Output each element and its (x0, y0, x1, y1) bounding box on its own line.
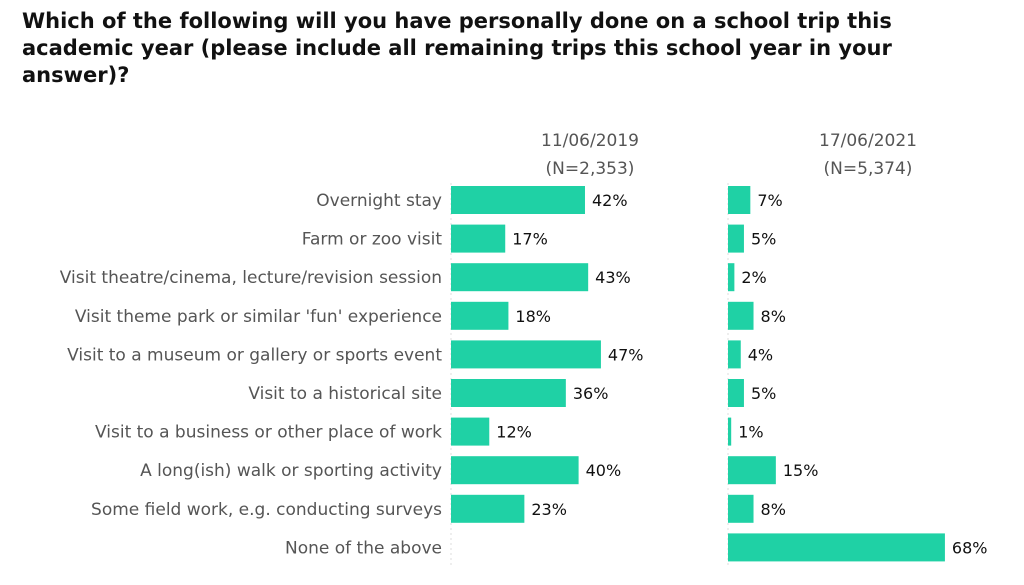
bar (728, 533, 945, 562)
bar (451, 224, 506, 253)
bar (728, 340, 741, 369)
data-label: 7% (757, 191, 782, 210)
chart-title: Which of the following will you have per… (22, 9, 892, 87)
category-label: Visit to a business or other place of wo… (95, 423, 442, 443)
data-label: 8% (761, 500, 786, 519)
category-label: A long(ish) walk or sporting activity (140, 461, 442, 481)
bar (728, 301, 754, 330)
data-label: 68% (952, 538, 988, 557)
category-label: Visit to a museum or gallery or sports e… (67, 345, 442, 365)
data-label: 40% (586, 461, 622, 480)
series-header: 11/06/2019 (541, 131, 639, 151)
data-label: 5% (751, 230, 776, 249)
bar (451, 301, 509, 330)
data-label: 23% (531, 500, 567, 519)
series-sample-size: (N=2,353) (546, 159, 635, 179)
bar (728, 417, 732, 446)
series-sample-size: (N=5,374) (824, 159, 913, 179)
data-label: 4% (748, 345, 773, 364)
bar (451, 494, 525, 523)
bar (451, 263, 589, 292)
data-label: 5% (751, 384, 776, 403)
data-label: 12% (496, 423, 532, 442)
series-header: 17/06/2021 (819, 131, 917, 151)
category-label: Visit theme park or similar 'fun' experi… (75, 307, 442, 327)
data-label: 36% (573, 384, 609, 403)
bar (451, 379, 566, 407)
bar (451, 340, 601, 369)
bar (728, 494, 754, 523)
bar (728, 186, 751, 214)
data-label: 47% (608, 345, 644, 364)
category-label: Visit theatre/cinema, lecture/revision s… (60, 268, 442, 288)
category-label: Some field work, e.g. conducting surveys (91, 500, 442, 520)
category-label: Visit to a historical site (248, 384, 442, 404)
data-label: 2% (741, 268, 766, 287)
bar (728, 456, 776, 485)
category-label: Overnight stay (316, 191, 442, 211)
data-label: 42% (592, 191, 628, 210)
data-label: 17% (512, 230, 548, 249)
bar (451, 456, 579, 485)
data-label: 43% (595, 268, 631, 287)
bar (728, 379, 744, 407)
data-label: 8% (761, 307, 786, 326)
data-label: 18% (515, 307, 551, 326)
bar (451, 417, 490, 446)
data-label: 15% (783, 461, 819, 480)
bar (728, 224, 744, 253)
data-label: 1% (738, 423, 763, 442)
category-label: Farm or zoo visit (302, 230, 443, 250)
category-label: None of the above (285, 538, 442, 558)
bar (728, 263, 735, 292)
bar (451, 186, 585, 214)
